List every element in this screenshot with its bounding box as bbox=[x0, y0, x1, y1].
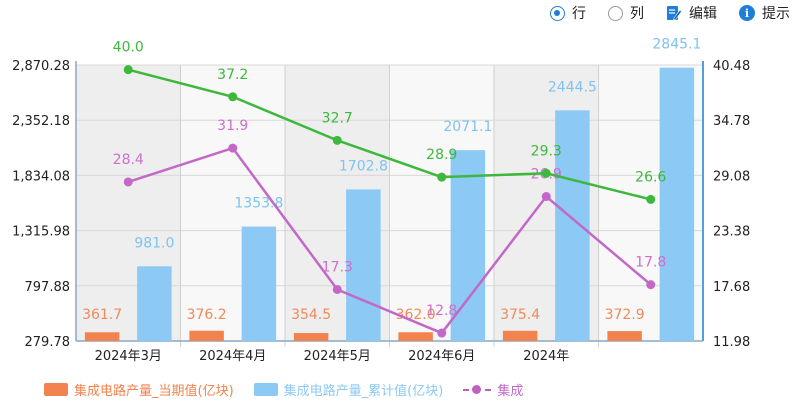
bar-current[interactable] bbox=[502, 330, 538, 341]
bar-cumulative[interactable] bbox=[137, 266, 172, 341]
bar-cumulative-label: 2071.1 bbox=[443, 119, 492, 135]
line-label-green: 29.3 bbox=[531, 143, 562, 159]
bar-cumulative-label: 2444.5 bbox=[548, 79, 597, 95]
row-mode-option[interactable]: 行 bbox=[550, 3, 586, 23]
line-point-green[interactable] bbox=[332, 135, 342, 145]
left-tick-label: 1,834.08 bbox=[12, 169, 70, 184]
line-label-purple: 28.4 bbox=[113, 152, 144, 168]
legend-label: 集成电路产量_当期值(亿块) bbox=[74, 384, 234, 399]
bar-current-label: 376.2 bbox=[187, 307, 227, 323]
bar-cumulative[interactable] bbox=[450, 150, 486, 341]
line-point-purple[interactable] bbox=[541, 192, 551, 202]
left-tick-label: 797.88 bbox=[25, 280, 71, 295]
line-point-purple[interactable] bbox=[646, 280, 656, 290]
line-label-purple: 12.8 bbox=[426, 303, 457, 319]
line-label-green: 26.6 bbox=[635, 169, 666, 185]
row-mode-label: 行 bbox=[572, 6, 586, 22]
combo-chart: 2,870.28 2,352.18 1,834.08 1,315.98 797.88 27… bbox=[12, 37, 750, 364]
line-point-purple[interactable] bbox=[332, 284, 342, 294]
bar-current-label: 361.7 bbox=[82, 307, 122, 323]
line-series-green bbox=[127, 68, 652, 201]
left-tick-label: 1,315.98 bbox=[12, 225, 70, 240]
x-tick-label: 2024年6月 bbox=[408, 349, 475, 364]
row-radio-icon[interactable] bbox=[550, 5, 565, 21]
bar-cumulative-label: 981.0 bbox=[134, 235, 174, 251]
bar-current[interactable] bbox=[398, 332, 433, 341]
left-tick-label: 279.78 bbox=[25, 335, 71, 350]
hint-button[interactable]: i 提示 bbox=[739, 3, 790, 23]
right-tick-label: 40.48 bbox=[713, 59, 750, 74]
edit-label: 编辑 bbox=[689, 6, 717, 22]
line-point-green[interactable] bbox=[437, 172, 447, 182]
bar-current-label: 375.4 bbox=[500, 307, 540, 323]
legend-line-swatch bbox=[463, 383, 492, 396]
bar-current[interactable] bbox=[84, 332, 120, 341]
line-point-green[interactable] bbox=[123, 65, 133, 75]
legend-item[interactable]: 集成电路产量_累计值(亿块) bbox=[253, 380, 444, 399]
line-point-purple[interactable] bbox=[123, 177, 133, 187]
line-label-green: 28.9 bbox=[426, 147, 457, 163]
right-tick-label: 17.68 bbox=[713, 280, 750, 295]
x-tick-label: 2024年5月 bbox=[304, 349, 371, 364]
right-tick-label: 11.98 bbox=[713, 335, 750, 350]
column-mode-option[interactable]: 列 bbox=[608, 3, 644, 23]
x-tick-label: 2024年 bbox=[523, 349, 569, 364]
right-tick-label: 29.08 bbox=[713, 169, 750, 184]
bar-current[interactable] bbox=[607, 331, 642, 341]
legend-swatch bbox=[44, 383, 68, 396]
legend-swatch bbox=[253, 383, 278, 396]
line-label-green: 40.0 bbox=[113, 40, 144, 56]
edit-button[interactable]: 编辑 bbox=[666, 3, 717, 23]
right-tick-label: 34.78 bbox=[713, 114, 750, 129]
bar-cumulative[interactable] bbox=[555, 110, 590, 341]
legend-label: 集成 bbox=[497, 384, 524, 399]
bar-cumulative[interactable] bbox=[241, 226, 277, 341]
bar-cumulative[interactable] bbox=[346, 189, 381, 341]
bar-cumulative[interactable] bbox=[659, 67, 695, 342]
bar-cumulative-label: 1702.8 bbox=[339, 158, 388, 174]
x-tick-label: 2024年4月 bbox=[199, 349, 266, 364]
chart-toolbar: 行 列 编辑 i 提示 bbox=[550, 2, 790, 24]
column-mode-label: 列 bbox=[630, 6, 644, 22]
hint-label: 提示 bbox=[762, 6, 790, 22]
info-icon: i bbox=[739, 5, 755, 21]
bar-current[interactable] bbox=[189, 330, 224, 341]
chart-legend: 集成电路产量_当期值(亿块) 集成电路产量_累计值(亿块) 集成 bbox=[44, 380, 523, 399]
bar-current-label: 372.9 bbox=[605, 307, 645, 323]
line-point-purple[interactable] bbox=[228, 143, 238, 153]
legend-item[interactable]: 集成 bbox=[463, 380, 523, 399]
edit-icon bbox=[667, 6, 682, 21]
line-point-purple[interactable] bbox=[437, 328, 447, 338]
x-tick-label: 2024年3月 bbox=[95, 349, 162, 364]
line-label-green: 32.7 bbox=[322, 110, 353, 126]
line-point-green[interactable] bbox=[646, 194, 656, 204]
column-radio-icon[interactable] bbox=[608, 5, 623, 21]
left-tick-label: 2,870.28 bbox=[12, 59, 70, 74]
bar-cumulative-label: 2845.1 bbox=[652, 37, 701, 53]
bar-current[interactable] bbox=[293, 333, 329, 341]
line-point-green[interactable] bbox=[228, 92, 238, 102]
bar-current-label: 354.5 bbox=[291, 307, 331, 323]
legend-label: 集成电路产量_累计值(亿块) bbox=[283, 384, 444, 399]
legend-item[interactable]: 集成电路产量_当期值(亿块) bbox=[44, 380, 234, 399]
left-tick-label: 2,352.18 bbox=[12, 114, 70, 129]
line-point-green[interactable] bbox=[541, 168, 551, 178]
line-label-purple: 17.8 bbox=[635, 255, 666, 271]
line-label-purple: 31.9 bbox=[217, 118, 248, 134]
line-series-purple bbox=[127, 146, 652, 335]
right-tick-label: 23.38 bbox=[713, 225, 750, 240]
line-label-green: 37.2 bbox=[217, 67, 248, 83]
bar-cumulative-label: 1353.8 bbox=[234, 196, 283, 212]
line-label-purple: 17.3 bbox=[322, 259, 353, 275]
